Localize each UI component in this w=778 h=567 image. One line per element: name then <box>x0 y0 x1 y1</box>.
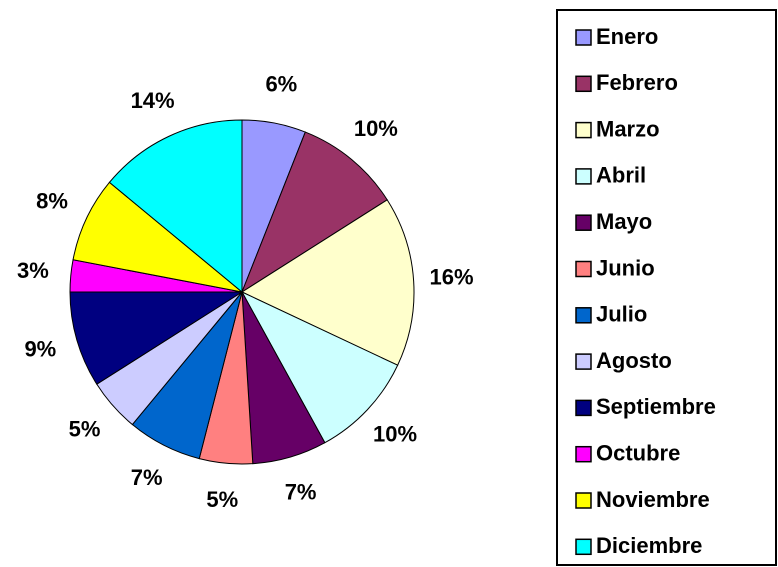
legend-swatch <box>575 29 592 46</box>
legend-swatch <box>575 492 592 509</box>
legend-label: Septiembre <box>596 394 716 419</box>
legend-swatch <box>575 399 592 417</box>
slice-label: 14% <box>131 88 175 113</box>
legend-label: Junio <box>596 255 655 280</box>
legend-label: Enero <box>596 24 658 49</box>
slice-label: 9% <box>24 336 56 361</box>
legend-label: Marzo <box>596 116 660 141</box>
legend-box <box>556 9 777 566</box>
legend-label: Abril <box>596 163 646 188</box>
legend-swatch <box>575 168 592 185</box>
legend-label: Mayo <box>596 209 652 234</box>
pie-slice <box>240 290 399 444</box>
pie-slice <box>240 131 388 294</box>
legend-label: Diciembre <box>596 533 702 558</box>
pie-slice <box>108 119 243 294</box>
legend-swatch <box>575 260 592 278</box>
slice-label: 10% <box>354 116 398 141</box>
legend-label: Octubre <box>596 441 680 466</box>
legend-swatch <box>575 307 592 324</box>
legend-label: Julio <box>596 302 647 327</box>
slice-label: 10% <box>373 422 417 447</box>
slice-label: 7% <box>285 479 317 504</box>
legend-swatch <box>575 121 592 139</box>
legend-swatch <box>575 75 592 93</box>
slice-label: 7% <box>131 465 163 490</box>
slice-label: 5% <box>69 417 101 442</box>
legend-swatch <box>575 538 592 556</box>
slice-label: 5% <box>206 487 238 512</box>
legend-swatch <box>575 445 592 463</box>
slice-label: 16% <box>430 265 474 290</box>
pie-slice <box>69 291 244 385</box>
slice-label: 3% <box>17 258 49 283</box>
legend-swatch <box>575 214 592 231</box>
pie-slice <box>240 199 415 366</box>
legend-swatch <box>575 353 592 370</box>
slice-label: 8% <box>36 188 68 213</box>
legend-label: Noviembre <box>596 487 710 512</box>
slice-label: 6% <box>265 72 297 97</box>
legend-label: Febrero <box>596 70 678 95</box>
legend-label: Agosto <box>596 348 672 373</box>
